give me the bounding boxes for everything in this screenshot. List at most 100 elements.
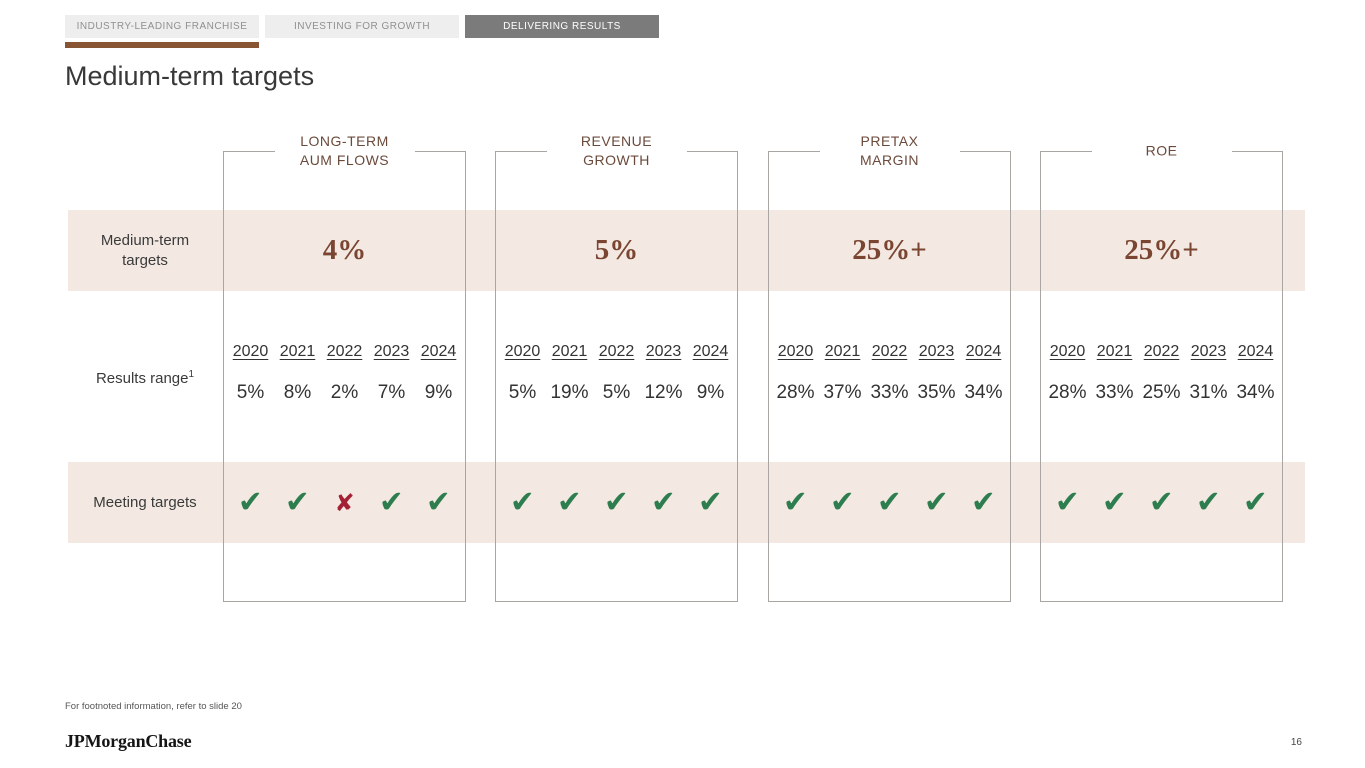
result-value: 33%	[870, 382, 909, 403]
results-row: 28% 37% 33% 35% 34%	[772, 382, 1007, 404]
metric-header-line: LONG-TERM	[300, 133, 389, 149]
result-value: 37%	[823, 382, 862, 403]
meeting-mark: ✔	[237, 484, 264, 520]
metric-header-line: AUM FLOWS	[299, 152, 390, 168]
meeting-mark: ✔	[782, 484, 809, 520]
result-value: 31%	[1189, 382, 1228, 403]
year-label: 2020	[504, 343, 541, 360]
metric-header-line: PRETAX	[860, 133, 919, 149]
meeting-marks-row: ✔ ✔ ✘ ✔ ✔	[227, 462, 462, 543]
year-label: 2020	[1049, 343, 1086, 360]
year-label: 2022	[326, 343, 363, 360]
target-value: 4%	[322, 234, 367, 266]
year-label: 2024	[420, 343, 457, 360]
meeting-mark: ✔	[556, 484, 583, 520]
meeting-mark: ✔	[603, 484, 630, 520]
target-value: 25%+	[1124, 234, 1199, 266]
year-label: 2022	[598, 343, 635, 360]
footnote: For footnoted information, refer to slid…	[65, 701, 242, 712]
meeting-mark: ✔	[697, 484, 724, 520]
result-value: 9%	[424, 382, 453, 403]
year-label: 2024	[1237, 343, 1274, 360]
metric-box-long-term-aum-flows: LONG-TERM AUM FLOWS 4% 2020 2021 2022 20…	[223, 133, 466, 602]
result-value: 9%	[696, 382, 725, 403]
year-label: 2024	[965, 343, 1002, 360]
metric-box-revenue-growth: REVENUE GROWTH 5% 2020 2021 2022 2023 20…	[495, 133, 738, 602]
year-label: 2021	[824, 343, 861, 360]
result-value: 8%	[283, 382, 312, 403]
result-value: 5%	[602, 382, 631, 403]
years-row: 2020 2021 2022 2023 2024	[772, 343, 1007, 361]
meeting-mark: ✔	[1242, 484, 1269, 520]
metric-box-roe: ROE 25%+ 2020 2021 2022 2023 2024 28% 33…	[1040, 143, 1283, 602]
year-label: 2021	[279, 343, 316, 360]
meeting-mark: ✘	[334, 488, 355, 517]
target-value: 25%+	[852, 234, 927, 266]
medium-term-targets-band	[68, 210, 1305, 291]
metric-header-line: GROWTH	[583, 152, 650, 168]
meeting-mark: ✔	[1054, 484, 1081, 520]
row-label-medium-term-targets: Medium-term targets	[100, 231, 190, 269]
result-value: 12%	[644, 382, 683, 403]
result-value: 35%	[917, 382, 956, 403]
year-label: 2023	[373, 343, 410, 360]
meeting-marks-row: ✔ ✔ ✔ ✔ ✔	[1044, 462, 1279, 543]
year-label: 2023	[918, 343, 955, 360]
section-tabs: INDUSTRY-LEADING FRANCHISE INVESTING FOR…	[65, 15, 659, 38]
year-label: 2022	[871, 343, 908, 360]
metric-header-line: ROE	[1145, 142, 1178, 159]
meeting-mark: ✔	[284, 484, 311, 520]
meeting-mark: ✔	[876, 484, 903, 520]
meeting-mark: ✔	[378, 484, 405, 520]
page-number: 16	[1290, 737, 1302, 748]
years-row: 2020 2021 2022 2023 2024	[1044, 343, 1279, 361]
meeting-mark: ✔	[650, 484, 677, 520]
result-value: 5%	[508, 382, 537, 403]
results-range-text: Results range	[95, 370, 189, 387]
metric-header: ROE	[1077, 142, 1247, 161]
meeting-marks-row: ✔ ✔ ✔ ✔ ✔	[499, 462, 734, 543]
result-value: 25%	[1142, 382, 1181, 403]
meeting-mark: ✔	[829, 484, 856, 520]
year-label: 2023	[1190, 343, 1227, 360]
meeting-mark: ✔	[425, 484, 452, 520]
years-row: 2020 2021 2022 2023 2024	[227, 343, 462, 361]
metric-header: LONG-TERM AUM FLOWS	[260, 132, 430, 170]
results-row: 5% 19% 5% 12% 9%	[499, 382, 734, 404]
row-label-meeting-targets: Meeting targets	[93, 494, 197, 511]
tab-delivering-results[interactable]: DELIVERING RESULTS	[465, 15, 659, 38]
footnote-marker: 1	[188, 369, 195, 380]
results-row: 5% 8% 2% 7% 9%	[227, 382, 462, 404]
year-label: 2021	[551, 343, 588, 360]
active-section-underline	[65, 42, 259, 48]
meeting-mark: ✔	[1101, 484, 1128, 520]
metric-header-line: MARGIN	[860, 152, 919, 168]
meeting-mark: ✔	[1195, 484, 1222, 520]
result-value: 28%	[776, 382, 815, 403]
jpmorganchase-logo: JPMorganChase	[65, 731, 192, 751]
meeting-targets-band	[68, 462, 1305, 543]
meeting-mark: ✔	[1148, 484, 1175, 520]
meeting-mark: ✔	[509, 484, 536, 520]
year-label: 2020	[232, 343, 269, 360]
meeting-mark: ✔	[970, 484, 997, 520]
result-value: 5%	[236, 382, 265, 403]
metric-header: PRETAX MARGIN	[805, 132, 975, 170]
metric-header: REVENUE GROWTH	[532, 132, 702, 170]
year-label: 2021	[1096, 343, 1133, 360]
meeting-mark: ✔	[923, 484, 950, 520]
result-value: 28%	[1048, 382, 1087, 403]
tab-investing-for-growth[interactable]: INVESTING FOR GROWTH	[265, 15, 459, 38]
row-label-results-range: Results range1	[65, 369, 225, 387]
tab-industry-leading-franchise[interactable]: INDUSTRY-LEADING FRANCHISE	[65, 15, 259, 38]
result-value: 2%	[330, 382, 359, 403]
year-label: 2023	[645, 343, 682, 360]
results-row: 28% 33% 25% 31% 34%	[1044, 382, 1279, 404]
result-value: 33%	[1095, 382, 1134, 403]
result-value: 34%	[964, 382, 1003, 403]
metric-box-pretax-margin: PRETAX MARGIN 25%+ 2020 2021 2022 2023 2…	[768, 133, 1011, 602]
result-value: 19%	[550, 382, 589, 403]
result-value: 34%	[1236, 382, 1275, 403]
meeting-marks-row: ✔ ✔ ✔ ✔ ✔	[772, 462, 1007, 543]
